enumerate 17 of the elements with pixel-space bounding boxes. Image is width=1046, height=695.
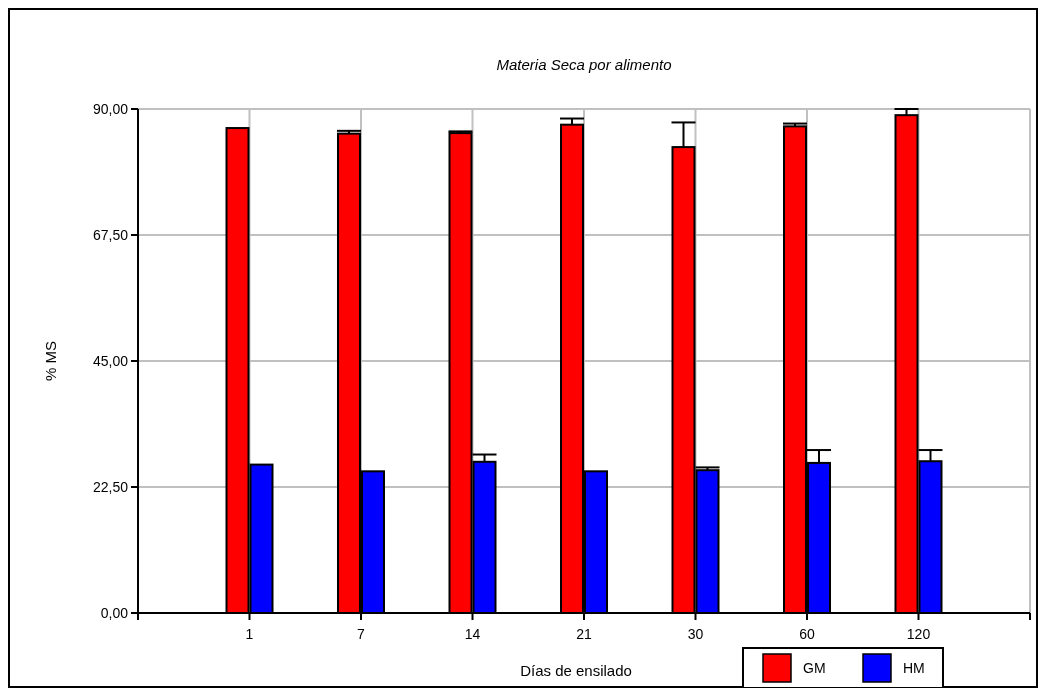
- y-tick-label: 67,50: [92, 226, 129, 243]
- x-tick-label: 1: [245, 626, 254, 642]
- y-tick-label: 22,50: [92, 478, 129, 495]
- legend-label: HM: [903, 659, 925, 676]
- y-tick-label: 0,00: [100, 604, 129, 621]
- y-tick-label: 45,00: [92, 352, 129, 369]
- legend-label: GM: [803, 659, 826, 676]
- chart-title: Materia Seca por alimento: [496, 56, 672, 73]
- x-tick-label: 21: [576, 626, 592, 642]
- y-axis-title: % MS: [42, 340, 59, 382]
- x-tick-label: 7: [357, 626, 366, 642]
- x-tick-label: 120: [906, 626, 931, 642]
- x-tick-label: 30: [687, 626, 704, 642]
- y-tick-label: 90,00: [92, 100, 129, 117]
- x-tick-label: 14: [464, 626, 481, 642]
- x-axis-title: Días de ensilado: [520, 662, 632, 679]
- x-tick-label: 60: [799, 626, 815, 642]
